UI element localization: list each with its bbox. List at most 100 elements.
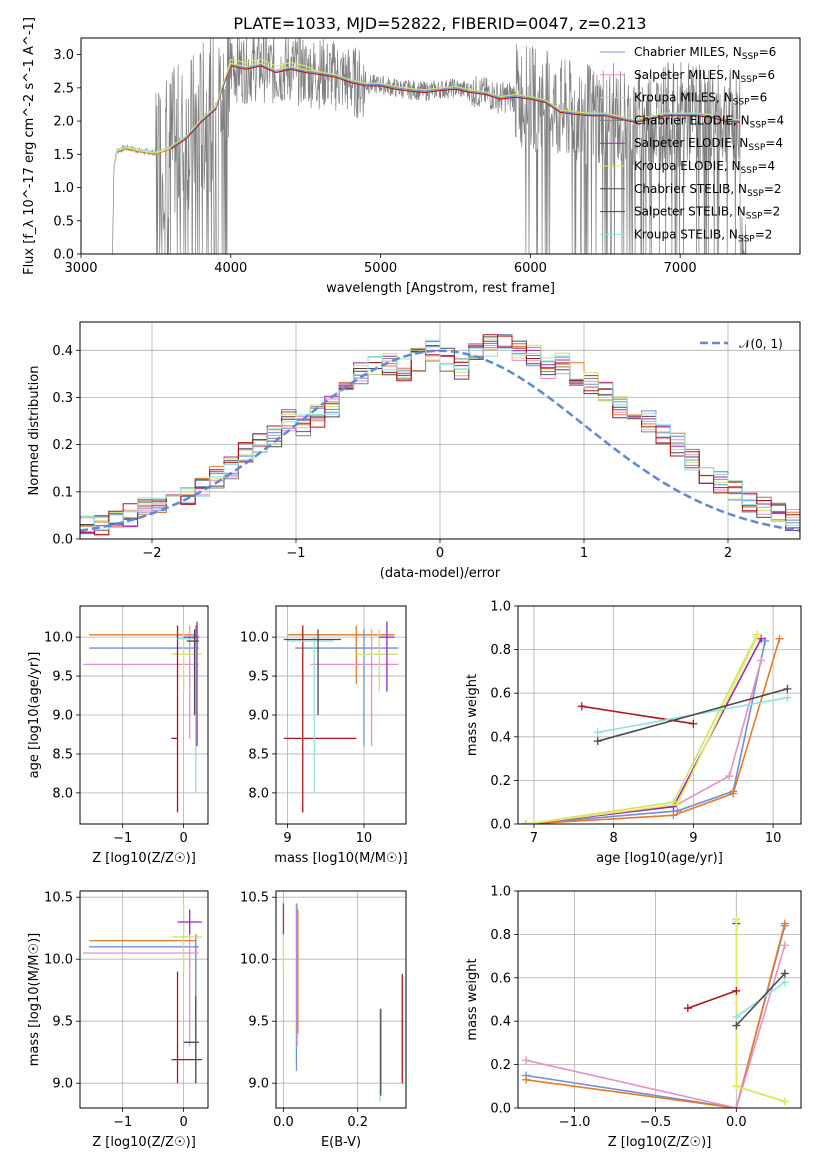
series-point-marker (732, 1104, 741, 1108)
legend-tail: =6 (757, 68, 775, 82)
series-line (581, 705, 694, 725)
legend-label: Chabrier STELIB, NSSP=2 (634, 182, 782, 199)
y-tick-label: 9.5 (248, 670, 269, 685)
y-tick-label: 10.5 (44, 891, 73, 906)
plot-area (83, 903, 202, 1084)
series-point-marker (725, 772, 734, 781)
y-tick-label: 8.0 (52, 786, 73, 801)
x-tick-label: 4000 (214, 261, 247, 276)
legend-tail: =4 (757, 159, 775, 173)
x-tick-label: 0.0 (273, 1115, 294, 1130)
series-point-marker (757, 656, 766, 665)
x-tick-label: −0.5 (640, 1115, 672, 1130)
x-tick-label: −1 (113, 831, 132, 846)
series-line (525, 945, 786, 1108)
legend-label: Chabrier MILES, NSSP=6 (634, 45, 776, 62)
y-tick-label: 0.8 (490, 643, 511, 658)
legend-tail: =2 (763, 205, 781, 219)
y-tick-label: 8.5 (248, 747, 269, 762)
plot-area (522, 915, 789, 1108)
y-tick-label: 0.2 (490, 1058, 511, 1073)
y-axis-label: mass weight (465, 674, 480, 756)
y-tick-label: 8.5 (52, 747, 73, 762)
legend-subscript: SSP (738, 234, 755, 244)
series-point-marker (669, 811, 678, 820)
normal-curve-line (80, 349, 800, 532)
x-tick-label: −1 (113, 1115, 132, 1130)
x-tick-label: 0 (436, 546, 444, 561)
axes-frame (517, 890, 802, 1109)
panel-residual_histogram: 𝒩(0, 1) −2 −1 0 1 2 0.0 0.1 0.2 0.3 0.4 (data-model… (27, 321, 801, 581)
y-tick-label: 9.0 (52, 709, 73, 724)
legend-subscript: SSP (747, 189, 764, 199)
observed-spectrum-line (112, 38, 747, 254)
y-tick-label: 10.0 (240, 631, 269, 646)
series-point-marker (522, 1056, 531, 1065)
series-line (525, 660, 762, 824)
x-tick-label: 5000 (364, 261, 397, 276)
y-tick-label: 0.6 (490, 687, 511, 702)
y-tick-label: 0.0 (490, 818, 511, 833)
x-axis-label: (data-model)/error (380, 566, 501, 581)
y-tick-label: 0.6 (490, 971, 511, 986)
legend-subscript: SSP (742, 52, 759, 62)
x-axis-label: Z [log10(Z/Z☉)] (92, 1135, 196, 1150)
series-point-marker (593, 728, 602, 737)
panel-weight_vs_Z: −1.0 −0.5 0.0 0.0 0.2 0.4 0.6 0.8 1.0 Z [log10(Z/… (465, 885, 802, 1150)
legend-label: Salpeter STELIB, NSSP=2 (634, 205, 780, 222)
y-tick-label: 1.0 (53, 181, 74, 196)
x-axis-label: wavelength [Angstrom, rest frame] (326, 281, 555, 296)
axes-frame (275, 890, 407, 1109)
series-point-marker (775, 634, 784, 643)
x-tick-label: 0 (179, 1115, 187, 1130)
y-axis-label: Flux [f_λ 10^-17 erg cm^-2 s^-1 A^-1] (22, 17, 37, 275)
x-tick-label: 1 (580, 546, 588, 561)
panel-age_vs_Z: −1 0 8.0 8.5 9.0 9.5 10.0 Z [log10(Z/Z☉)] age [l… (27, 605, 209, 866)
legend-subscript: SSP (748, 143, 765, 153)
x-axis-label: age [log10(age/yr)] (596, 851, 723, 866)
y-tick-label: 3.0 (53, 48, 74, 63)
legend-subscript: SSP (746, 212, 763, 222)
y-tick-label: 2.5 (53, 81, 74, 96)
series-point-marker (732, 1082, 741, 1091)
plot-area (283, 621, 399, 813)
x-tick-label: 0.0 (726, 1115, 747, 1130)
x-tick-label: 7 (530, 831, 538, 846)
y-tick-label: 0.4 (52, 344, 73, 359)
legend-label: Kroupa STELIB, NSSP=2 (634, 227, 772, 244)
x-tick-label: 2 (724, 546, 732, 561)
y-tick-label: 0.0 (53, 248, 74, 263)
y-tick-label: 10.0 (44, 631, 73, 646)
model-spectrum-line (170, 62, 741, 147)
legend-tail: =6 (759, 45, 777, 59)
plot-area (80, 334, 800, 537)
series-point-marker (521, 820, 530, 824)
series-point-marker (780, 919, 789, 928)
y-tick-label: 0.2 (490, 774, 511, 789)
series-point-marker (683, 1004, 692, 1013)
series-line (687, 990, 737, 1009)
series-line (525, 638, 781, 824)
x-tick-label: 10 (765, 831, 782, 846)
series-point-marker (732, 1021, 741, 1030)
x-tick-label: 10 (356, 831, 373, 846)
legend-subscript: SSP (733, 98, 750, 108)
x-axis-label: E(B-V) (321, 1135, 361, 1150)
histogram-step-line (80, 339, 800, 530)
series-line (597, 688, 788, 742)
legend-tail: =4 (766, 113, 784, 127)
series-point-marker (593, 737, 602, 746)
series-line (525, 923, 786, 1108)
y-tick-label: 0.5 (53, 214, 74, 229)
x-tick-label: −2 (142, 546, 161, 561)
y-tick-label: 9.5 (248, 1015, 269, 1030)
y-tick-label: 0.4 (490, 1015, 511, 1030)
y-tick-label: 0.4 (490, 730, 511, 745)
series-point-marker (780, 941, 789, 950)
series-point-marker (522, 1075, 531, 1084)
model-spectrum-line (170, 64, 741, 149)
x-tick-label: 0.2 (347, 1115, 368, 1130)
series-point-marker (673, 800, 682, 809)
y-tick-label: 9.5 (52, 1015, 73, 1030)
